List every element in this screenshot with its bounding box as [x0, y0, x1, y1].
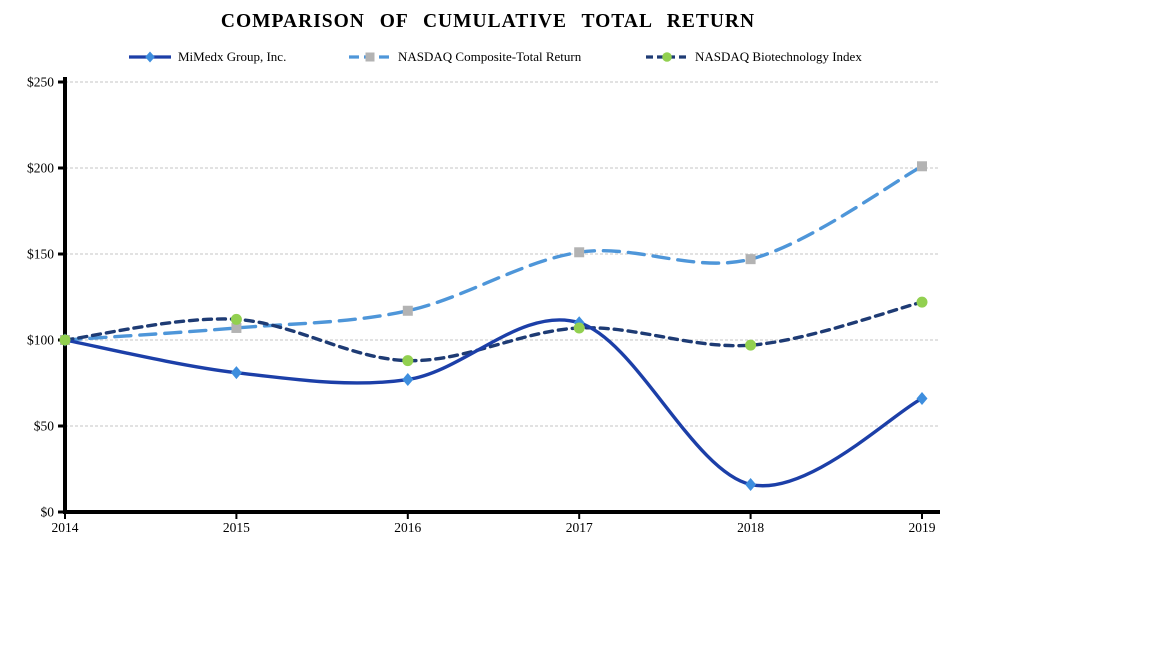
y-tick-label-200: $200 — [27, 161, 54, 176]
marker-nasdaq-biotechnology-index-2017 — [573, 322, 585, 334]
x-tick-label-2018: 2018 — [737, 520, 764, 535]
x-tick-label-2014: 2014 — [52, 520, 79, 535]
y-tick-label-50: $50 — [34, 419, 55, 434]
x-tick-label-2017: 2017 — [566, 520, 593, 535]
marker-mimedx-group-inc-2018 — [745, 477, 757, 491]
chart-title: COMPARISON OF CUMULATIVE TOTAL RETURN — [220, 11, 756, 32]
chart-legend: MiMedx Group, Inc. NASDAQ Composite-Tota… — [0, 49, 1152, 67]
legend-diamond-icon — [145, 51, 155, 63]
marker-nasdaq-biotechnology-index-2015 — [230, 313, 242, 325]
legend-circle-icon — [662, 52, 672, 62]
marker-nasdaq-biotechnology-index-2014 — [59, 334, 71, 346]
legend-marker-circle-icon — [646, 52, 688, 62]
marker-nasdaq-biotechnology-index-2019 — [916, 296, 928, 308]
legend-label-nasdaq-biotech: NASDAQ Biotechnology Index — [695, 49, 862, 64]
x-tick-label-2015: 2015 — [223, 520, 250, 535]
x-tick-label-2019: 2019 — [909, 520, 936, 535]
legend-label-mimedx: MiMedx Group, Inc. — [178, 49, 287, 64]
marker-nasdaq-biotechnology-index-2016 — [402, 355, 414, 367]
marker-nasdaq-composite-total-return-2018 — [745, 254, 756, 265]
marker-nasdaq-biotechnology-index-2018 — [745, 339, 757, 351]
legend-item-nasdaq-composite: NASDAQ Composite-Total Return — [348, 49, 581, 65]
marker-mimedx-group-inc-2016 — [402, 373, 414, 387]
legend-marker-diamond-icon — [129, 51, 171, 63]
x-tick-label-2016: 2016 — [394, 520, 421, 535]
marker-nasdaq-composite-total-return-2016 — [402, 305, 413, 316]
y-tick-label-150: $150 — [27, 247, 54, 262]
y-tick-label-250: $250 — [27, 75, 54, 90]
legend-item-mimedx: MiMedx Group, Inc. — [128, 49, 286, 65]
y-tick-label-0: $0 — [41, 505, 55, 520]
marker-mimedx-group-inc-2019 — [916, 391, 928, 405]
series-line-mimedx-group-inc — [63, 318, 924, 488]
marker-mimedx-group-inc-2015 — [230, 366, 242, 380]
legend-marker-square-icon — [349, 52, 391, 62]
marker-nasdaq-composite-total-return-2019 — [917, 161, 927, 172]
legend-label-nasdaq-composite: NASDAQ Composite-Total Return — [398, 49, 582, 64]
marker-nasdaq-composite-total-return-2015 — [231, 322, 242, 333]
legend-item-nasdaq-biotech: NASDAQ Biotechnology Index — [645, 49, 862, 65]
series-line-nasdaq-biotechnology-index — [63, 300, 924, 363]
y-tick-label-100: $100 — [27, 333, 54, 348]
marker-nasdaq-composite-total-return-2017 — [574, 247, 585, 258]
series-line-nasdaq-composite-total-return — [63, 164, 924, 342]
legend-square-icon — [365, 52, 375, 62]
